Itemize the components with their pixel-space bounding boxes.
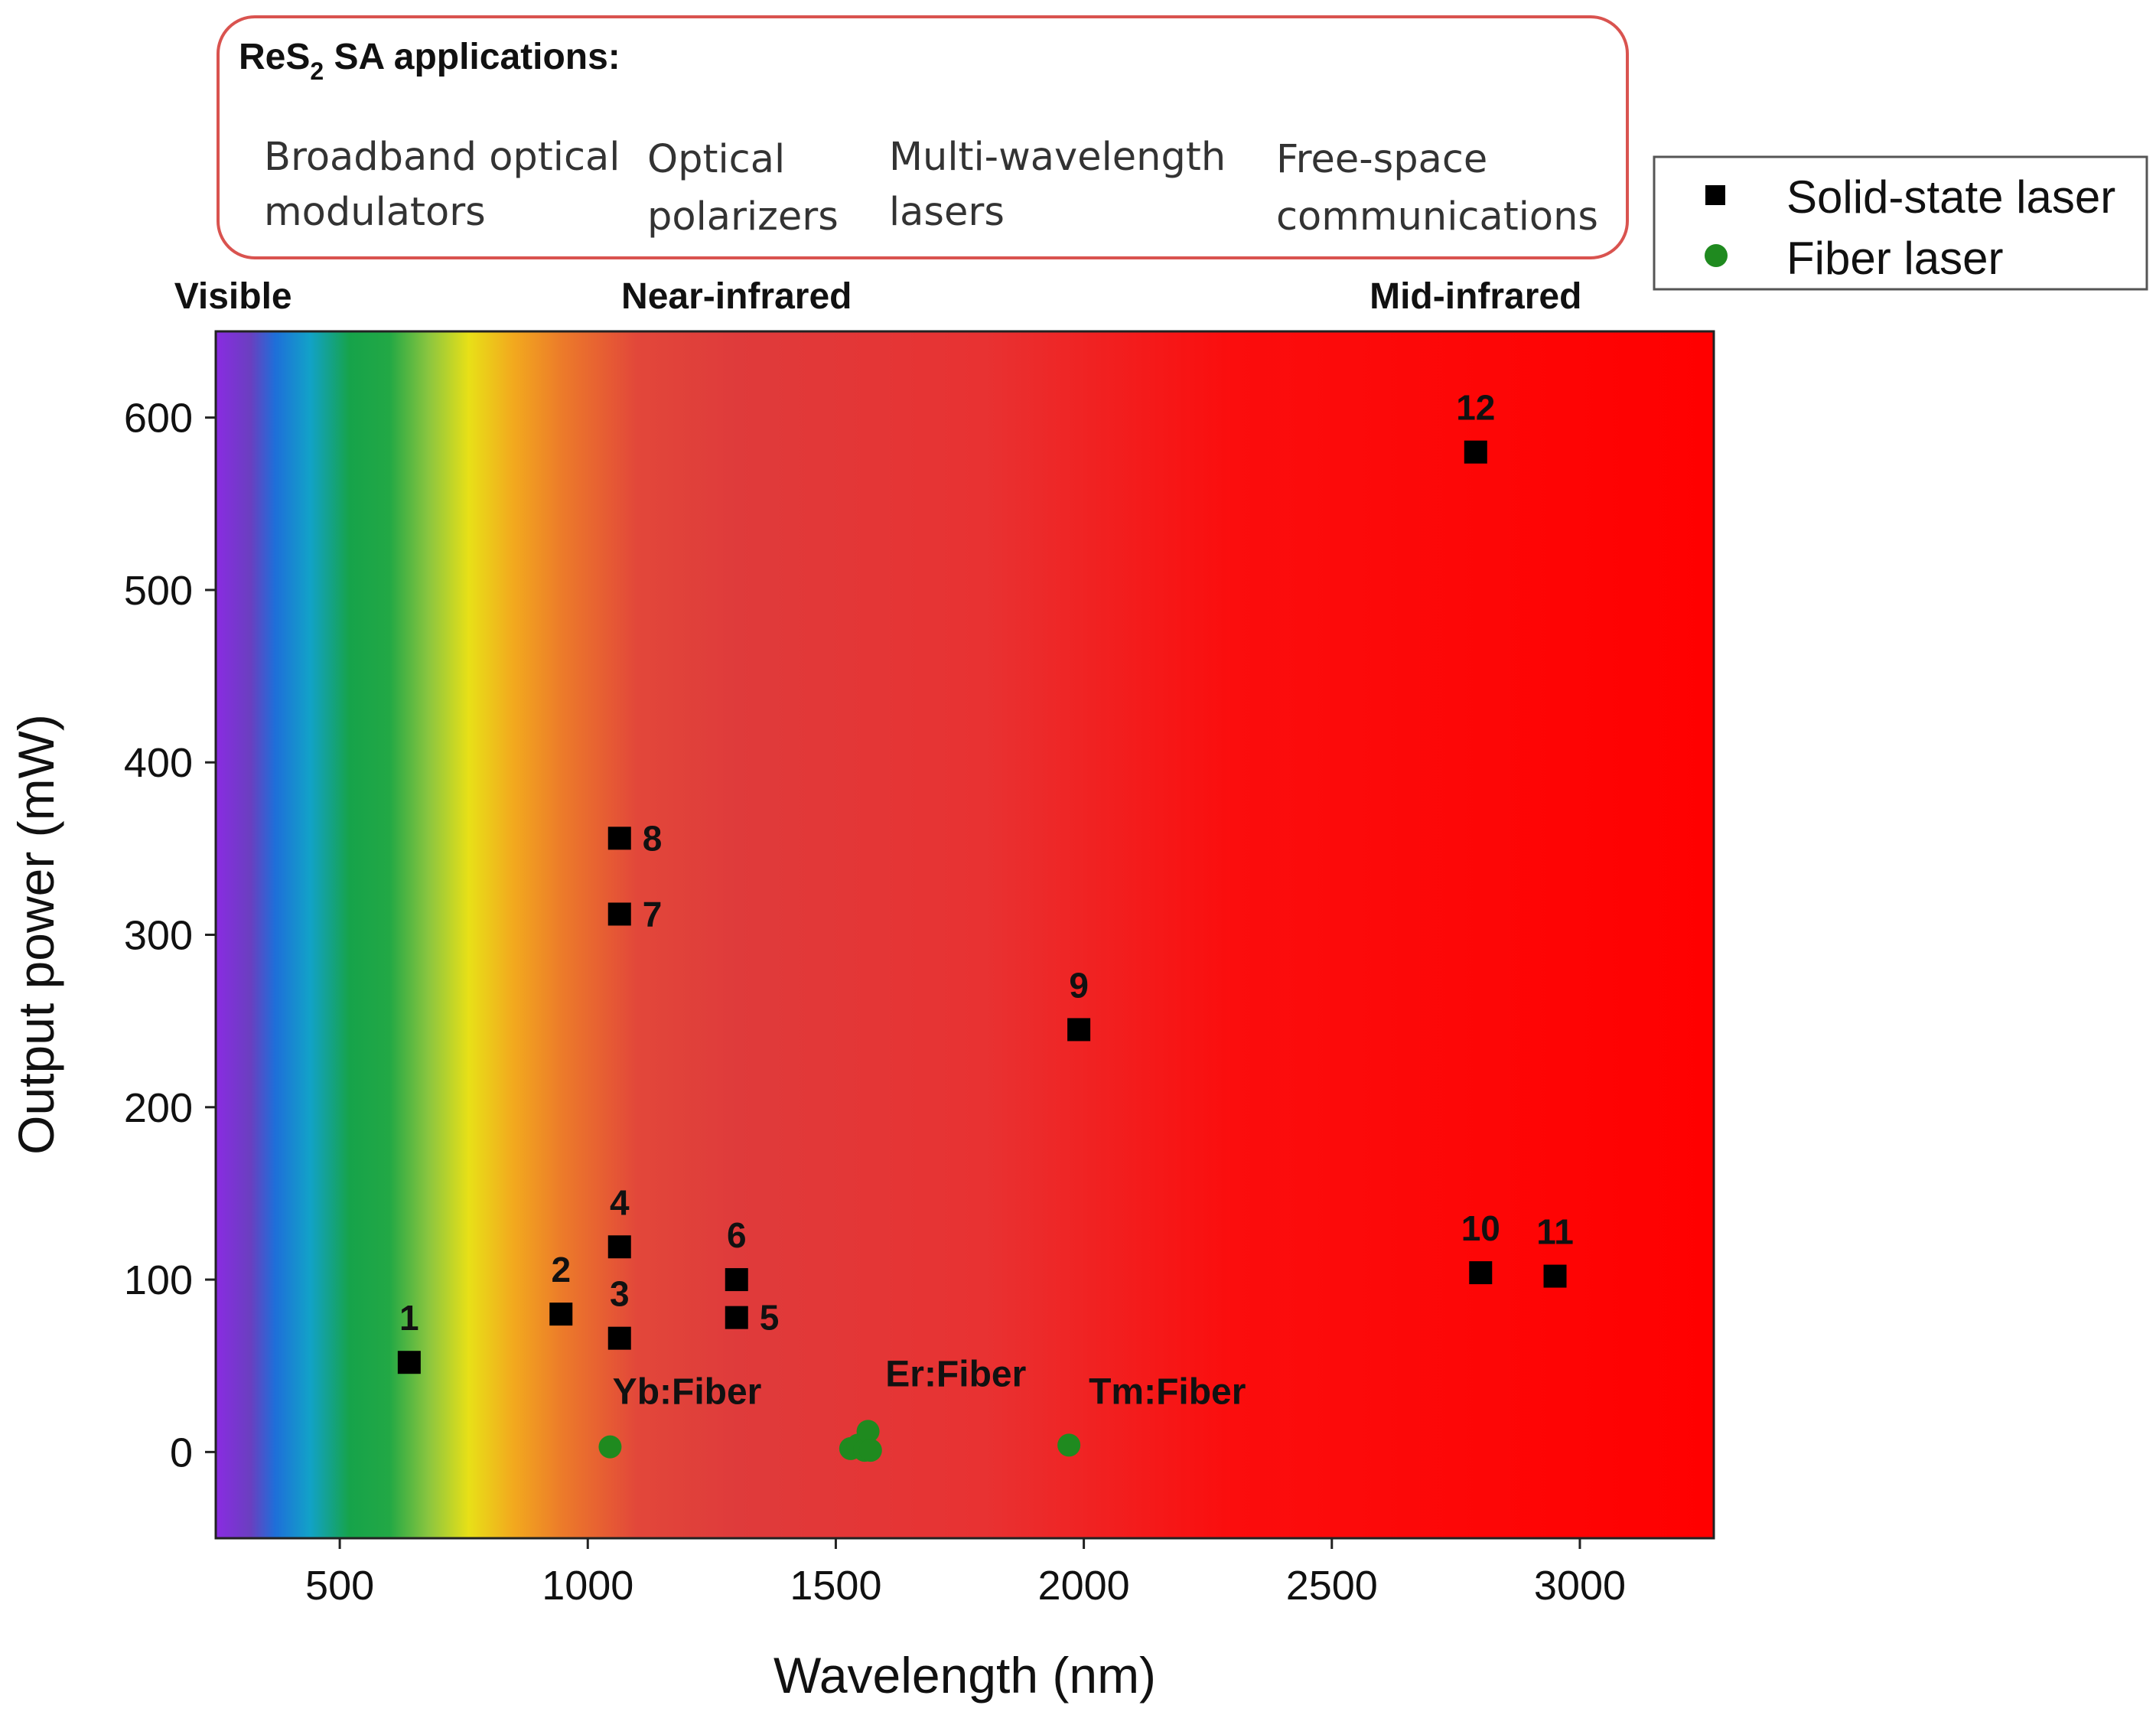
- point-label: 5: [760, 1298, 780, 1338]
- y-tick-label: 100: [124, 1257, 193, 1303]
- point-label: 9: [1069, 965, 1089, 1005]
- point-label: 2: [551, 1250, 571, 1290]
- point-label: 4: [610, 1182, 630, 1222]
- legend-label-fiber: Fiber laser: [1786, 233, 2003, 284]
- region-label-near-infrared: Near-infrared: [621, 276, 852, 317]
- application-item-2-line2: polarizers: [647, 194, 839, 240]
- x-tick-label: 500: [305, 1563, 374, 1609]
- fiber-annotation: Yb:Fiber: [613, 1371, 762, 1412]
- fiber-laser-point: [858, 1439, 882, 1462]
- plot-area: [216, 331, 1714, 1538]
- y-tick-label: 200: [124, 1085, 193, 1131]
- fiber-annotation: Tm:Fiber: [1089, 1371, 1246, 1412]
- legend: Solid-state laser Fiber laser: [1653, 155, 2148, 291]
- point-label: 1: [399, 1298, 419, 1338]
- y-tick-label: 300: [124, 913, 193, 959]
- y-tick-label: 400: [124, 740, 193, 786]
- solid-state-point: [607, 1326, 631, 1350]
- solid-state-point: [725, 1268, 748, 1292]
- solid-state-point: [607, 1235, 631, 1259]
- application-item-4-line2: communications: [1276, 194, 1598, 240]
- solid-state-point: [1067, 1018, 1091, 1042]
- solid-state-point: [725, 1306, 748, 1329]
- application-item-1-line2: modulators: [264, 190, 486, 235]
- point-label: 6: [727, 1215, 747, 1255]
- x-axis: 500 1000 1500 2000 2500 3000: [305, 1538, 1626, 1609]
- legend-label-solid-state: Solid-state laser: [1786, 171, 2115, 223]
- fiber-annotations: Yb:Fiber Er:Fiber Tm:Fiber: [613, 1355, 1246, 1413]
- y-axis-label: Output power (mW): [8, 714, 64, 1155]
- point-label: 8: [643, 818, 663, 858]
- solid-state-point: [397, 1351, 421, 1374]
- y-tick-label: 600: [124, 396, 193, 442]
- region-label-mid-infrared: Mid-infrared: [1369, 276, 1581, 317]
- point-label: 12: [1456, 388, 1495, 428]
- legend-circle-marker: [1705, 244, 1728, 267]
- x-tick-label: 2500: [1286, 1563, 1378, 1609]
- x-tick-label: 2000: [1038, 1563, 1130, 1609]
- x-tick-label: 3000: [1534, 1563, 1626, 1609]
- fiber-annotation: Er:Fiber: [885, 1355, 1026, 1395]
- solid-state-point: [1469, 1261, 1493, 1285]
- fiber-laser-point: [856, 1420, 880, 1443]
- x-tick-label: 1500: [790, 1563, 881, 1609]
- fiber-laser-point: [1057, 1433, 1081, 1457]
- point-label: 11: [1536, 1212, 1574, 1252]
- x-tick-label: 1000: [542, 1563, 633, 1609]
- applications-box: ReS2 SA applications: Broadband optical …: [217, 15, 1629, 259]
- solid-state-point: [549, 1303, 573, 1326]
- fiber-laser-point: [598, 1435, 622, 1459]
- region-labels: Visible Near-infrared Mid-infrared: [174, 276, 1582, 317]
- fiber-laser-series: [598, 1420, 1081, 1462]
- x-axis-label: Wavelength (nm): [773, 1647, 1156, 1704]
- solid-state-point: [1543, 1264, 1567, 1288]
- point-label: 3: [610, 1274, 630, 1314]
- solid-state-point: [607, 827, 631, 850]
- legend-square-marker: [1705, 185, 1725, 205]
- application-item-1-line1: Broadband optical: [264, 135, 620, 180]
- applications-title: ReS2 SA applications:: [239, 37, 620, 85]
- application-item-3-line2: lasers: [889, 190, 1005, 235]
- solid-state-point: [607, 902, 631, 926]
- point-label: 10: [1461, 1208, 1500, 1248]
- legend-box: [1653, 155, 2148, 291]
- application-item-3-line1: Multi-wavelength: [889, 135, 1226, 180]
- application-item-4-line1: Free-space: [1276, 137, 1487, 182]
- applications-box-border: [217, 15, 1629, 259]
- application-item-2-line1: Optical: [647, 137, 785, 182]
- y-axis: 0 100 200 300 400 500 600: [124, 396, 216, 1475]
- y-tick-label: 500: [124, 568, 193, 614]
- region-label-visible: Visible: [174, 276, 292, 317]
- y-tick-label: 0: [170, 1430, 193, 1475]
- solid-state-point: [1464, 440, 1487, 464]
- point-label: 7: [643, 894, 663, 934]
